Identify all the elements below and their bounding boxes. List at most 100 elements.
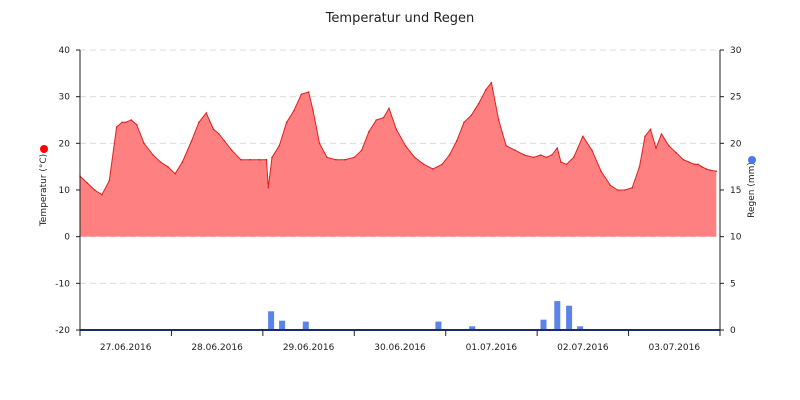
temperature-point — [668, 144, 670, 147]
left-axis-title: Temperatur (°C) — [39, 154, 49, 227]
right-tick-label: 30 — [730, 46, 742, 56]
temperature-point — [130, 119, 132, 121]
left-tick-label: 20 — [59, 139, 71, 149]
temperature-point — [455, 140, 458, 142]
temperature-point — [565, 163, 568, 166]
chart-title: Temperatur und Regen — [325, 11, 475, 26]
right-tick-label: 0 — [730, 326, 736, 336]
temperature-point — [368, 130, 370, 133]
left-tick-label: 30 — [59, 93, 71, 103]
temperature-point — [265, 158, 268, 161]
temperature-point — [477, 102, 480, 105]
temperature-point — [463, 121, 465, 124]
temperature-point — [198, 121, 200, 124]
temperature-point — [318, 142, 321, 145]
temperature-point — [404, 144, 407, 147]
temperature-point — [285, 121, 288, 124]
rain-bars — [268, 301, 584, 330]
temperature-point — [655, 147, 657, 149]
x-tick-label: 29.06.2016 — [283, 343, 335, 353]
x-tick-label: 30.06.2016 — [374, 343, 426, 353]
temperature-point — [124, 121, 127, 124]
left-tick-label: -10 — [55, 279, 70, 289]
temperature-point — [375, 119, 378, 121]
temperature-point — [93, 189, 96, 191]
rain-bar — [577, 326, 584, 330]
temperature-point — [167, 165, 169, 168]
temperature-point — [470, 114, 473, 117]
temperature-point — [688, 161, 690, 163]
temperature-point — [485, 88, 487, 91]
temperature-point — [249, 158, 251, 161]
temperature-point — [660, 133, 663, 135]
temperature-point — [591, 149, 593, 152]
rain-bar — [279, 320, 286, 330]
axes: -20 -10 0 10 20 30 40 0 5 10 15 20 25 30 27.06.2016 28.… — [55, 46, 741, 353]
x-tick-label: 27.06.2016 — [100, 343, 152, 353]
rain-bar — [302, 321, 309, 330]
temperature-point — [560, 161, 562, 163]
temperature-point — [505, 144, 507, 147]
temperature-point — [231, 149, 233, 152]
temperature-point — [490, 81, 493, 84]
temperature-point — [86, 182, 89, 184]
temperature-line — [79, 81, 717, 196]
temperature-point — [514, 149, 516, 152]
temperature-point — [631, 186, 633, 189]
x-tick-label: 28.06.2016 — [191, 343, 243, 353]
temperature-point — [360, 149, 363, 152]
left-tick-label: 40 — [59, 46, 71, 56]
temperature-point — [108, 179, 111, 182]
temperature-point — [218, 133, 220, 135]
temperature-point — [441, 163, 443, 166]
temperature-point — [344, 158, 346, 161]
temperature-point — [705, 168, 708, 170]
temperature-point — [382, 116, 385, 119]
temperature-point — [700, 165, 703, 168]
temperature-point — [572, 156, 575, 159]
temperature-point — [675, 151, 677, 154]
rain-bar — [554, 301, 561, 330]
temperature-point — [644, 135, 646, 138]
temperature-area — [79, 81, 718, 237]
x-tick-label: 01.07.2016 — [466, 343, 518, 353]
temperature-point — [624, 189, 626, 191]
temperature-point — [582, 135, 584, 138]
temperature-point — [609, 184, 612, 187]
temperature-point — [448, 154, 451, 156]
rain-marker-icon — [748, 156, 756, 164]
temperature-point — [326, 156, 328, 159]
temperature-point — [205, 112, 207, 114]
left-tick-label: 0 — [64, 233, 70, 243]
temperature-point — [551, 154, 553, 156]
temperature-point — [715, 170, 718, 173]
temperature-point — [190, 140, 193, 142]
temperature-point — [258, 158, 261, 161]
temperature-point — [152, 154, 154, 156]
temperature-point — [174, 172, 176, 175]
rain-bar — [469, 326, 476, 330]
temperature-point — [710, 169, 712, 172]
temperature-marker-icon — [40, 145, 48, 153]
temperature-point — [600, 170, 602, 173]
temperature-point — [121, 121, 123, 124]
temperature-point — [181, 161, 184, 163]
right-tick-label: 20 — [730, 139, 742, 149]
temperature-point — [212, 128, 215, 131]
rain-bar — [268, 311, 275, 330]
left-tick-label: -20 — [55, 326, 70, 336]
temperature-point — [697, 163, 699, 166]
temperature-point — [497, 119, 500, 121]
temperature-point — [115, 126, 118, 128]
right-tick-label: 5 — [730, 279, 736, 289]
temperature-point — [413, 156, 416, 159]
left-tick-label: 10 — [59, 186, 71, 196]
temperature-point — [135, 123, 138, 126]
temperature-point — [395, 128, 398, 131]
temperature-point — [540, 154, 542, 156]
temperature-point — [312, 109, 314, 112]
temperature-point — [223, 140, 226, 142]
temperature-point — [693, 163, 696, 166]
